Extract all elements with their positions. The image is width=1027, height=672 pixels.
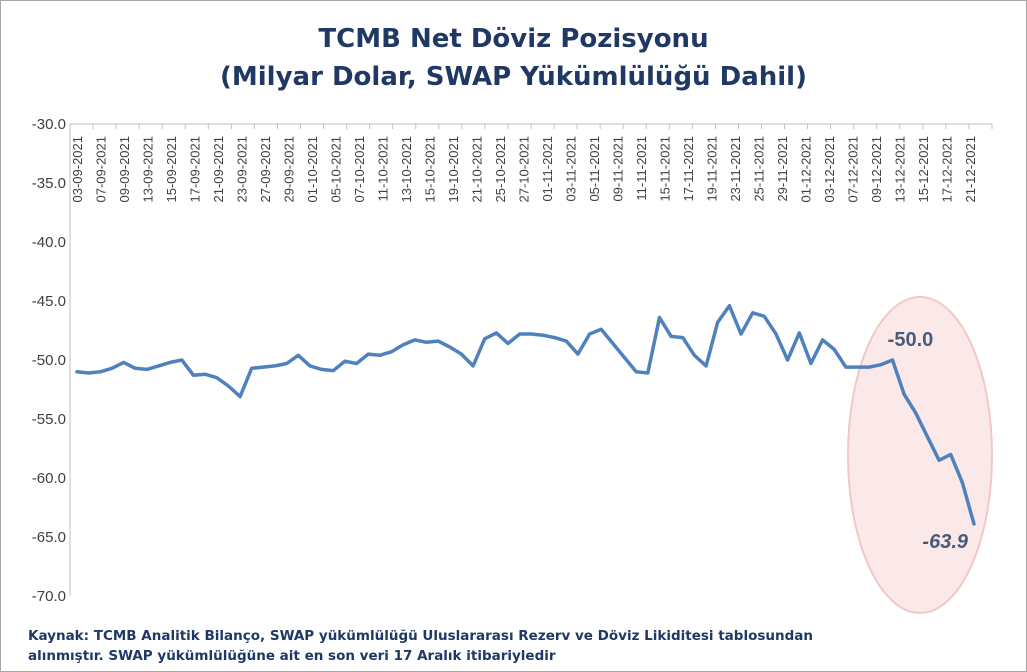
x-tick-label: 03-09-2021 — [70, 136, 85, 203]
y-tick-label: -70.0 — [32, 588, 66, 605]
x-tick-label: 09-11-2021 — [611, 136, 626, 202]
x-tick-label: 15-12-2021 — [916, 136, 931, 203]
x-tick-label: 19-11-2021 — [705, 136, 720, 202]
x-tick-label: 05-10-2021 — [329, 136, 344, 203]
data-label: -63.9 — [922, 531, 968, 553]
x-tick-label: 03-11-2021 — [564, 136, 579, 202]
x-tick-label: 13-12-2021 — [893, 136, 908, 203]
x-tick-label: 21-10-2021 — [470, 136, 485, 203]
series-line — [75, 303, 976, 526]
x-tick-label: 07-09-2021 — [94, 136, 109, 203]
x-tick-label: 11-11-2021 — [634, 136, 649, 201]
source-note-line-1: Kaynak: TCMB Analitik Bilanço, SWAP yükü… — [28, 628, 813, 644]
x-tick-label: 25-11-2021 — [752, 136, 767, 202]
x-tick-label: 25-10-2021 — [493, 136, 508, 203]
x-tick-label: 27-10-2021 — [517, 136, 532, 203]
y-tick-label: -55.0 — [32, 411, 66, 428]
chart-title: TCMB Net Döviz Pozisyonu — [318, 24, 709, 54]
x-tick-label: 23-09-2021 — [235, 136, 250, 203]
y-tick-label: -65.0 — [32, 529, 66, 546]
x-tick-label: 13-10-2021 — [399, 136, 414, 203]
x-tick-label: 27-09-2021 — [258, 136, 273, 203]
y-tick-label: -45.0 — [32, 293, 66, 310]
x-tick-label: 23-11-2021 — [728, 136, 743, 202]
chart-subtitle: (Milyar Dolar, SWAP Yükümlülüğü Dahil) — [220, 62, 807, 92]
x-tick-label: 19-10-2021 — [446, 136, 461, 203]
source-note: Kaynak: TCMB Analitik Bilanço, SWAP yükü… — [28, 626, 813, 666]
x-tick-label: 09-12-2021 — [869, 136, 884, 203]
y-tick-label: -40.0 — [32, 234, 66, 251]
x-tick-label: 09-09-2021 — [117, 136, 132, 203]
x-tick-label: 17-12-2021 — [940, 136, 955, 203]
x-tick-label: 01-11-2021 — [540, 136, 555, 202]
x-tick-label: 15-10-2021 — [423, 136, 438, 203]
x-tick-label: 21-12-2021 — [963, 136, 978, 203]
x-tick-label: 17-11-2021 — [681, 136, 696, 202]
x-tick-label: 07-10-2021 — [352, 136, 367, 203]
x-tick-label: 29-09-2021 — [282, 136, 297, 203]
x-tick-label: 15-09-2021 — [164, 136, 179, 203]
data-label: -50.0 — [888, 329, 934, 351]
x-tick-label: 17-09-2021 — [188, 136, 203, 203]
source-note-line-2: alınmıştır. SWAP yükümlülüğüne ait en so… — [28, 648, 556, 664]
y-tick-label: -50.0 — [32, 352, 66, 369]
highlight-ellipse — [847, 296, 993, 614]
x-tick-label: 05-11-2021 — [587, 136, 602, 202]
x-tick-label: 15-11-2021 — [658, 136, 673, 202]
x-tick-label: 03-12-2021 — [822, 136, 837, 203]
y-tick-label: -30.0 — [32, 116, 66, 133]
x-tick-label: 29-11-2021 — [775, 136, 790, 202]
x-tick-label: 01-12-2021 — [799, 136, 814, 203]
x-tick-label: 21-09-2021 — [211, 136, 226, 203]
x-tick-label: 13-09-2021 — [141, 136, 156, 203]
x-tick-label: 11-10-2021 — [376, 136, 391, 202]
x-tick-label: 07-12-2021 — [846, 136, 861, 203]
y-tick-label: -60.0 — [32, 470, 66, 487]
x-tick-label: 01-10-2021 — [305, 136, 320, 203]
y-tick-label: -35.0 — [32, 175, 66, 192]
